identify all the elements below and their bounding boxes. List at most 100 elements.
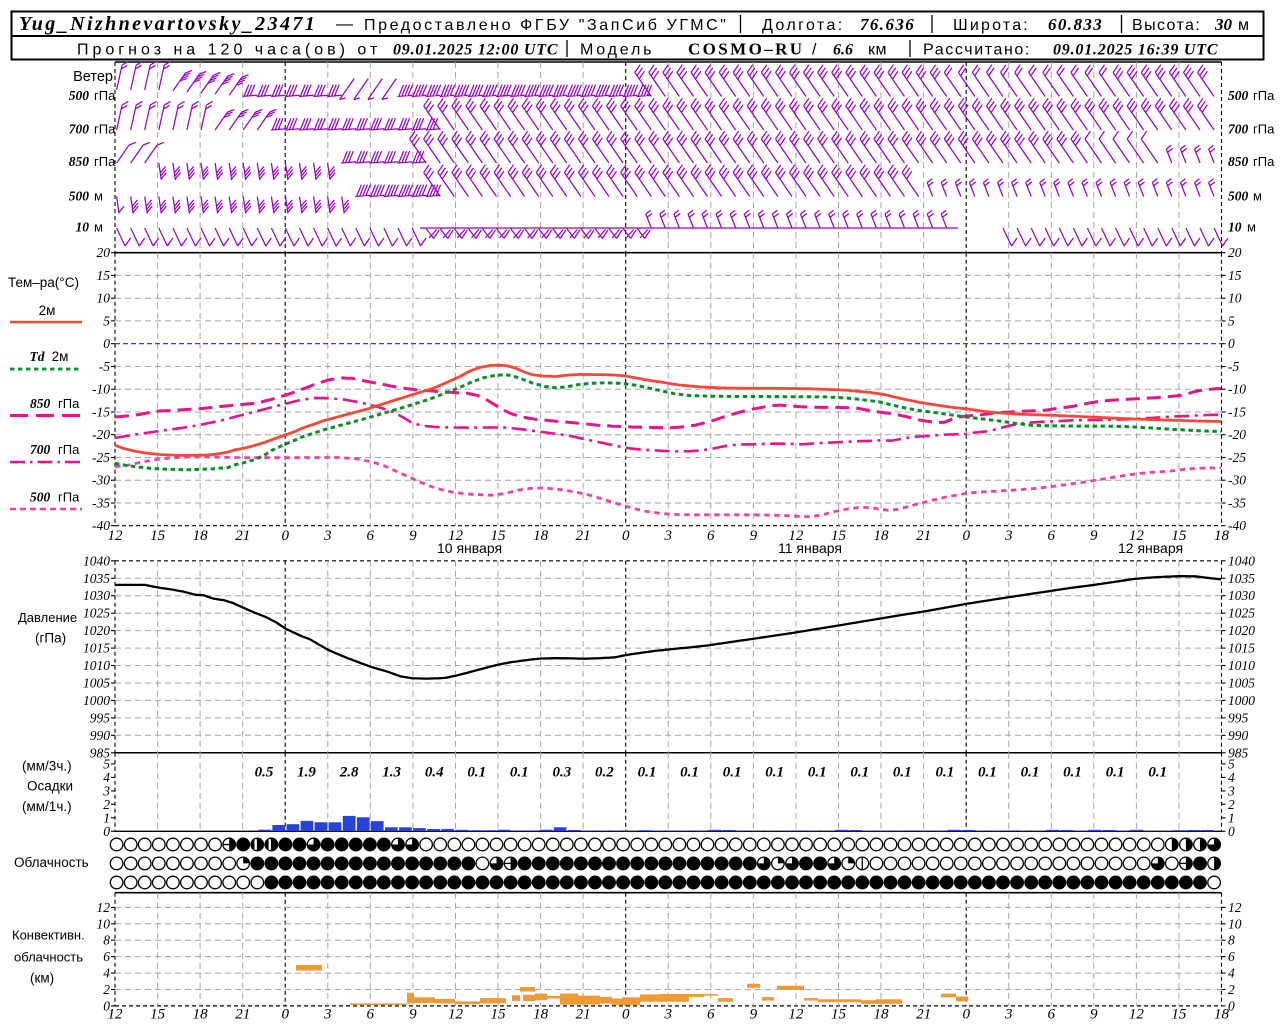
svg-text:9: 9: [409, 1007, 417, 1023]
svg-text:700: 700: [30, 442, 51, 457]
svg-text:0.1: 0.1: [467, 765, 486, 781]
svg-text:1035: 1035: [1228, 571, 1255, 586]
svg-text:1: 1: [103, 810, 110, 825]
svg-text:0: 0: [962, 1007, 970, 1023]
svg-text:0.1: 0.1: [936, 765, 955, 781]
svg-text:1000: 1000: [1228, 693, 1255, 708]
svg-text:1025: 1025: [1228, 606, 1255, 621]
svg-text:1010: 1010: [83, 658, 110, 673]
svg-text:1.9: 1.9: [297, 765, 316, 781]
svg-text:гПа: гПа: [58, 442, 80, 457]
svg-text:850: 850: [69, 154, 90, 169]
svg-text:12: 12: [448, 528, 464, 544]
svg-text:Конвективн.: Конвективн.: [12, 928, 85, 943]
svg-text:10: 10: [1228, 916, 1242, 931]
svg-text:Предоставлено ФГБУ "ЗапСиб УГМ: Предоставлено ФГБУ "ЗапСиб УГМС": [364, 17, 729, 34]
svg-text:2: 2: [1228, 797, 1235, 812]
svg-text:гПа: гПа: [1253, 122, 1275, 137]
svg-text:-15: -15: [1228, 405, 1246, 420]
svg-text:5: 5: [1228, 313, 1235, 328]
svg-text:2: 2: [103, 797, 110, 812]
svg-text:76.636: 76.636: [860, 15, 915, 34]
svg-text:1040: 1040: [83, 553, 110, 568]
svg-text:0: 0: [622, 528, 630, 544]
svg-text:Широта:: Широта:: [953, 17, 1030, 34]
svg-text:15: 15: [831, 528, 847, 544]
svg-text:15: 15: [1171, 1007, 1187, 1023]
svg-text:3: 3: [663, 1007, 672, 1023]
svg-text:-40: -40: [92, 518, 110, 533]
svg-text:12 января: 12 января: [1118, 540, 1183, 556]
svg-text:гПа: гПа: [94, 88, 116, 103]
svg-text:21: 21: [235, 528, 250, 544]
svg-text:9: 9: [1090, 1007, 1098, 1023]
svg-text:6: 6: [1048, 1007, 1056, 1023]
svg-text:21: 21: [916, 528, 931, 544]
svg-text:0: 0: [281, 1007, 289, 1023]
svg-text:0.4: 0.4: [425, 765, 444, 781]
svg-text:3: 3: [1004, 528, 1013, 544]
svg-text:0: 0: [103, 824, 110, 839]
svg-text:3: 3: [102, 783, 110, 798]
svg-text:2: 2: [1228, 982, 1235, 997]
svg-text:1030: 1030: [1228, 588, 1255, 603]
svg-text:-10: -10: [92, 382, 110, 397]
svg-text:1000: 1000: [83, 693, 110, 708]
svg-text:0.1: 0.1: [850, 765, 869, 781]
svg-text:0.1: 0.1: [1063, 765, 1082, 781]
svg-text:6: 6: [707, 528, 715, 544]
svg-text:—: —: [336, 14, 353, 33]
svg-text:2.8: 2.8: [339, 765, 359, 781]
svg-text:-35: -35: [1228, 496, 1246, 511]
svg-text:5: 5: [1228, 756, 1235, 771]
svg-text:9: 9: [750, 1007, 758, 1023]
svg-text:20: 20: [1228, 245, 1242, 260]
svg-text:м: м: [1253, 189, 1262, 204]
svg-text:Td: Td: [30, 349, 45, 364]
svg-text:12: 12: [448, 1007, 464, 1023]
svg-text:0: 0: [281, 528, 289, 544]
svg-text:18: 18: [1214, 528, 1230, 544]
svg-text:21: 21: [235, 1007, 250, 1023]
svg-text:12: 12: [1129, 1007, 1145, 1023]
svg-text:1005: 1005: [83, 676, 110, 691]
svg-text:-30: -30: [92, 473, 110, 488]
svg-text:21: 21: [576, 528, 591, 544]
svg-text:1005: 1005: [1228, 676, 1255, 691]
svg-text:3: 3: [323, 528, 332, 544]
svg-text:18: 18: [874, 528, 890, 544]
svg-text:18: 18: [193, 1007, 209, 1023]
svg-text:6: 6: [103, 949, 110, 964]
svg-text:9: 9: [750, 528, 758, 544]
svg-text:985: 985: [1228, 745, 1249, 760]
svg-text:6: 6: [367, 528, 375, 544]
svg-text:1040: 1040: [1228, 553, 1255, 568]
svg-text:(мм/3ч.): (мм/3ч.): [22, 759, 72, 774]
svg-text:0.3: 0.3: [553, 765, 572, 781]
svg-text:0: 0: [103, 998, 110, 1013]
svg-text:1020: 1020: [1228, 623, 1255, 638]
svg-text:4: 4: [103, 770, 110, 785]
svg-text:15: 15: [150, 1007, 166, 1023]
svg-text:21: 21: [916, 1007, 931, 1023]
svg-text:гПа: гПа: [94, 154, 116, 169]
svg-text:-5: -5: [99, 359, 110, 374]
svg-text:60.833: 60.833: [1048, 15, 1103, 34]
svg-text:км: км: [868, 42, 887, 59]
svg-text:700: 700: [69, 122, 90, 137]
svg-text:2м: 2м: [52, 349, 69, 364]
svg-text:Высота:: Высота:: [1132, 17, 1201, 34]
svg-text:1: 1: [1228, 810, 1235, 825]
svg-text:Долгота:: Долгота:: [762, 17, 845, 34]
svg-text:-40: -40: [1228, 518, 1246, 533]
svg-text:0.2: 0.2: [595, 765, 614, 781]
svg-text:COSMO–RU: COSMO–RU: [688, 40, 804, 59]
svg-text:0: 0: [1228, 336, 1235, 351]
svg-text:Рассчитано:: Рассчитано:: [923, 42, 1031, 59]
svg-text:1020: 1020: [83, 623, 110, 638]
svg-text:0.1: 0.1: [978, 765, 997, 781]
svg-text:15: 15: [1228, 268, 1242, 283]
svg-text:гПа: гПа: [58, 490, 80, 505]
svg-text:18: 18: [533, 528, 549, 544]
svg-text:850: 850: [30, 396, 51, 411]
